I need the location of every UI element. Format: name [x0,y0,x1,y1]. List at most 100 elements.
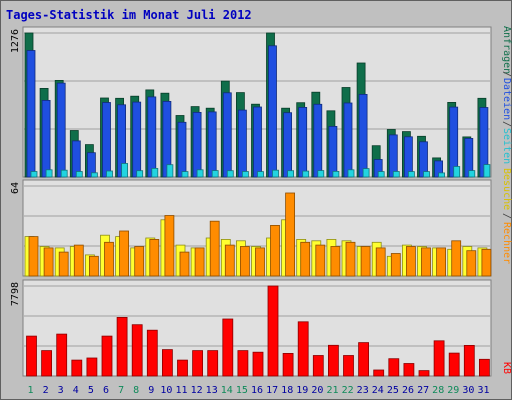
bar-seiten-day-15 [241,171,249,178]
bar-seiten-day-23 [362,168,370,178]
x-label-day-7: 7 [118,385,124,396]
bar-seiten-day-20 [317,170,325,178]
bar-seiten-day-2 [45,169,53,178]
x-label-day-6: 6 [103,385,109,396]
bar-rechner-day-31 [481,248,492,277]
bar-kb-day-5 [86,357,98,377]
bar-kb-day-28 [433,340,445,377]
x-label-day-9: 9 [148,385,154,396]
bar-seiten-day-26 [407,171,415,178]
bar-seiten-day-5 [91,172,98,178]
bar-seiten-day-14 [226,170,234,178]
bar-dateien-day-17 [268,45,277,178]
x-label-day-30: 30 [462,385,474,396]
bar-rechner-day-25 [390,253,401,277]
label-besuche: Besuche [501,168,512,210]
x-label-day-8: 8 [133,385,139,396]
bar-rechner-day-11 [179,251,190,277]
bar-seiten-day-21 [332,170,340,178]
bar-kb-day-3 [56,333,68,377]
label-anfragen: Anfragen [501,26,512,74]
bar-rechner-day-30 [466,250,477,277]
bar-rechner-day-7 [119,230,129,277]
bar-kb-day-4 [71,359,83,377]
label-rechner-right: Rechner [501,222,512,264]
bar-seiten-day-9 [151,167,159,178]
label-kb: KB [501,362,512,374]
bar-kb-day-25 [388,358,400,377]
bar-rechner-day-27 [421,247,431,277]
bar-rechner-day-23 [360,246,371,277]
bar-kb-day-19 [297,321,309,377]
x-label-day-20: 20 [311,385,323,396]
label-sep-2: / [501,121,512,127]
bar-kb-day-15 [237,350,249,377]
x-label-day-10: 10 [160,385,172,396]
label-seiten: Seiten [501,128,512,164]
x-label-day-24: 24 [372,385,384,396]
x-label-day-11: 11 [175,385,187,396]
bar-dateien-day-13 [207,111,217,178]
bar-rechner-day-21 [330,246,341,277]
bar-seiten-day-18 [287,170,295,178]
x-label-day-17: 17 [266,385,278,396]
bar-dateien-day-8 [132,101,142,178]
x-label-day-14: 14 [221,385,233,396]
y-max-label-top: 1276 [10,29,21,53]
bar-rechner-day-29 [451,240,462,277]
bar-dateien-day-14 [222,92,232,178]
bar-kb-day-17 [267,285,279,377]
x-label-day-3: 3 [58,385,64,396]
bar-seiten-day-16 [257,171,264,178]
bar-dateien-day-1 [26,50,36,178]
bar-seiten-day-27 [423,171,430,178]
panel-requests-files-pages: 1276 [10,26,492,178]
label-dateien: Dateien [501,78,512,120]
bar-seiten-day-13 [211,170,219,178]
bar-kb-day-13 [207,350,219,377]
label-sep-3: / [501,213,512,219]
x-label-day-29: 29 [447,385,459,396]
bar-dateien-day-25 [388,134,398,178]
x-label-day-16: 16 [251,385,263,396]
bar-dateien-day-3 [56,82,66,178]
x-label-day-5: 5 [88,385,94,396]
label-kb-right: KB [501,362,512,374]
bar-kb-day-6 [101,335,113,377]
bar-dateien-day-22 [343,102,353,178]
bar-rechner-day-3 [58,251,69,277]
bar-rechner-day-1 [28,236,39,277]
bar-dateien-day-2 [41,100,51,178]
bar-kb-day-1 [26,335,37,377]
bar-rechner-day-18 [285,192,296,277]
x-label-day-18: 18 [281,385,293,396]
label-anfragen-right: Anfragen [501,26,512,74]
bar-seiten-day-8 [136,170,144,178]
bar-dateien-day-15 [237,109,247,178]
bar-dateien-day-12 [192,112,202,178]
bar-seiten-day-3 [60,169,68,178]
bar-seiten-day-17 [272,169,279,178]
x-label-day-12: 12 [191,385,203,396]
bar-rechner-day-8 [134,246,145,277]
bar-dateien-day-16 [253,106,262,178]
bar-seiten-day-4 [75,171,83,178]
panel-visits-hosts: 64 [10,179,492,277]
bar-kb-day-14 [222,318,234,377]
bar-rechner-day-28 [436,247,447,277]
x-label-day-23: 23 [357,385,369,396]
bar-seiten-day-31 [483,164,491,178]
bar-kb-day-2 [41,350,52,377]
x-label-day-31: 31 [477,385,489,396]
bar-rechner-day-4 [73,244,84,277]
label-rechner: Rechner [501,222,512,264]
bar-seiten-day-10 [166,164,174,178]
bar-kb-day-29 [448,352,460,377]
bar-kb-day-24 [373,369,385,377]
bar-kb-day-27 [418,370,430,377]
bar-dateien-day-21 [328,126,338,178]
bar-rechner-day-5 [89,255,99,277]
bar-seiten-day-6 [106,170,113,178]
bar-kb-day-9 [146,329,158,377]
